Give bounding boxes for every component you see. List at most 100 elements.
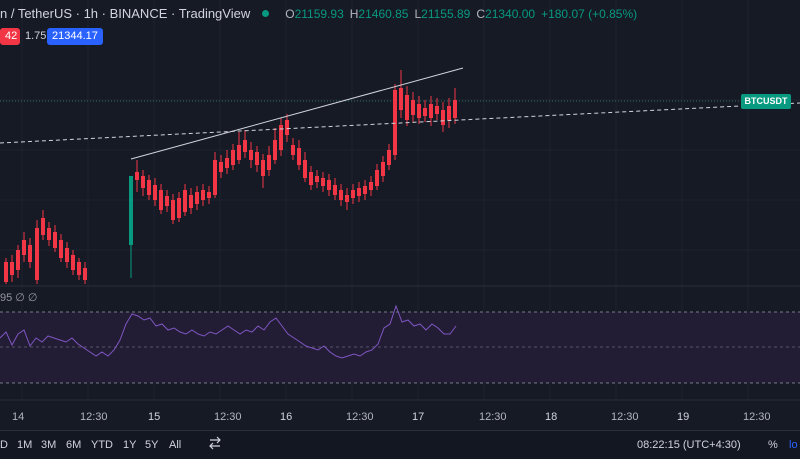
candle-body	[381, 162, 385, 176]
candle-body	[22, 240, 26, 255]
range-ytd[interactable]: YTD	[91, 439, 113, 451]
candle-body	[411, 100, 415, 115]
candle-body	[165, 196, 169, 206]
candle	[231, 144, 235, 170]
time-axis-label: 12:30	[346, 411, 374, 423]
candle-body	[297, 148, 301, 165]
candle	[41, 210, 45, 240]
candle	[129, 176, 133, 278]
candle-body	[249, 150, 253, 160]
bottom-toolbar: D 1M 3M 6M YTD 1Y 5Y All 08:22:15 (UTC+4…	[0, 430, 800, 459]
candle-body	[339, 190, 343, 200]
buy-price-box[interactable]: 21344.17	[47, 28, 103, 45]
candle-body	[255, 152, 259, 165]
sell-price-box[interactable]: 42	[0, 28, 20, 45]
candle	[16, 245, 20, 278]
percent-toggle[interactable]: %	[768, 439, 778, 451]
candle-body	[363, 186, 367, 194]
candle-body	[65, 248, 69, 262]
candle	[195, 186, 199, 210]
candle	[303, 152, 307, 182]
rsi-legend[interactable]: 95 ∅ ∅	[0, 292, 38, 304]
candle-body	[327, 180, 331, 190]
clock[interactable]: 08:22:15 (UTC+4:30)	[637, 439, 741, 451]
candle-body	[225, 158, 229, 168]
range-all[interactable]: All	[169, 439, 182, 451]
candle	[225, 150, 229, 174]
spread-value: 1.75	[20, 28, 51, 45]
range-d[interactable]: D	[0, 439, 8, 451]
candle	[165, 190, 169, 212]
candle	[309, 166, 313, 190]
candle	[4, 258, 8, 284]
close-label: C	[476, 6, 486, 21]
trendline-upper[interactable]	[130, 67, 464, 160]
candle	[447, 98, 451, 128]
candle	[267, 146, 271, 176]
time-axis-label: 18	[545, 411, 558, 423]
compare-icon[interactable]	[208, 436, 222, 453]
log-toggle[interactable]: lo	[789, 439, 798, 451]
candle	[381, 156, 385, 182]
candle-body	[141, 176, 145, 188]
candle-body	[71, 255, 75, 270]
range-1y[interactable]: 1Y	[123, 439, 137, 451]
candle	[429, 96, 433, 126]
candle-body	[47, 228, 51, 240]
candle	[153, 178, 157, 206]
candle	[10, 255, 14, 282]
candle	[411, 92, 415, 122]
time-axis-label: 12:30	[80, 411, 108, 423]
candle	[339, 184, 343, 206]
candle	[249, 142, 253, 168]
candle	[28, 238, 32, 268]
candle	[47, 222, 51, 246]
candle-body	[387, 150, 391, 165]
candle-body	[171, 200, 175, 220]
candle-body	[177, 198, 181, 218]
candle	[423, 100, 427, 122]
symbol-badge[interactable]: BTCUSDT	[741, 94, 791, 109]
candle-body	[303, 160, 307, 178]
candle-body	[16, 250, 20, 270]
candle-body	[279, 125, 283, 150]
candle-body	[285, 120, 289, 135]
candle-body	[10, 262, 14, 275]
candle-body	[369, 182, 373, 190]
low-label: L	[414, 6, 422, 21]
candle	[53, 225, 57, 252]
candle-body	[399, 88, 403, 110]
candle	[219, 155, 223, 178]
candle	[135, 160, 139, 192]
time-axis-label: 12:30	[214, 411, 242, 423]
range-5y[interactable]: 5Y	[145, 439, 159, 451]
candle-body	[291, 145, 295, 155]
candle	[147, 175, 151, 200]
candle-body	[201, 190, 205, 200]
candle	[297, 140, 301, 170]
symbol-legend[interactable]: n / TetherUS · 1h · BINANCE · TradingVie…	[0, 6, 637, 21]
trendline-dashed[interactable]	[0, 102, 800, 144]
candle-body	[417, 104, 421, 118]
candle	[189, 188, 193, 214]
candle-body	[333, 185, 337, 195]
candle	[261, 154, 265, 188]
low-value: 21155.89	[421, 6, 471, 21]
candle	[159, 184, 163, 214]
time-axis-label: 12:30	[611, 411, 639, 423]
range-1m[interactable]: 1M	[17, 439, 33, 451]
candle	[59, 234, 63, 262]
rsi-line	[0, 304, 457, 359]
range-6m[interactable]: 6M	[66, 439, 82, 451]
candle-body	[53, 232, 57, 248]
change-value: +180.07 (+0.85%)	[541, 6, 638, 21]
candle-body	[435, 106, 439, 114]
range-3m[interactable]: 3M	[41, 439, 57, 451]
candle	[77, 258, 81, 280]
candle	[279, 118, 283, 156]
candle-body	[321, 178, 325, 186]
high-label: H	[349, 6, 359, 21]
candle-body	[441, 110, 445, 125]
candle	[417, 96, 421, 124]
